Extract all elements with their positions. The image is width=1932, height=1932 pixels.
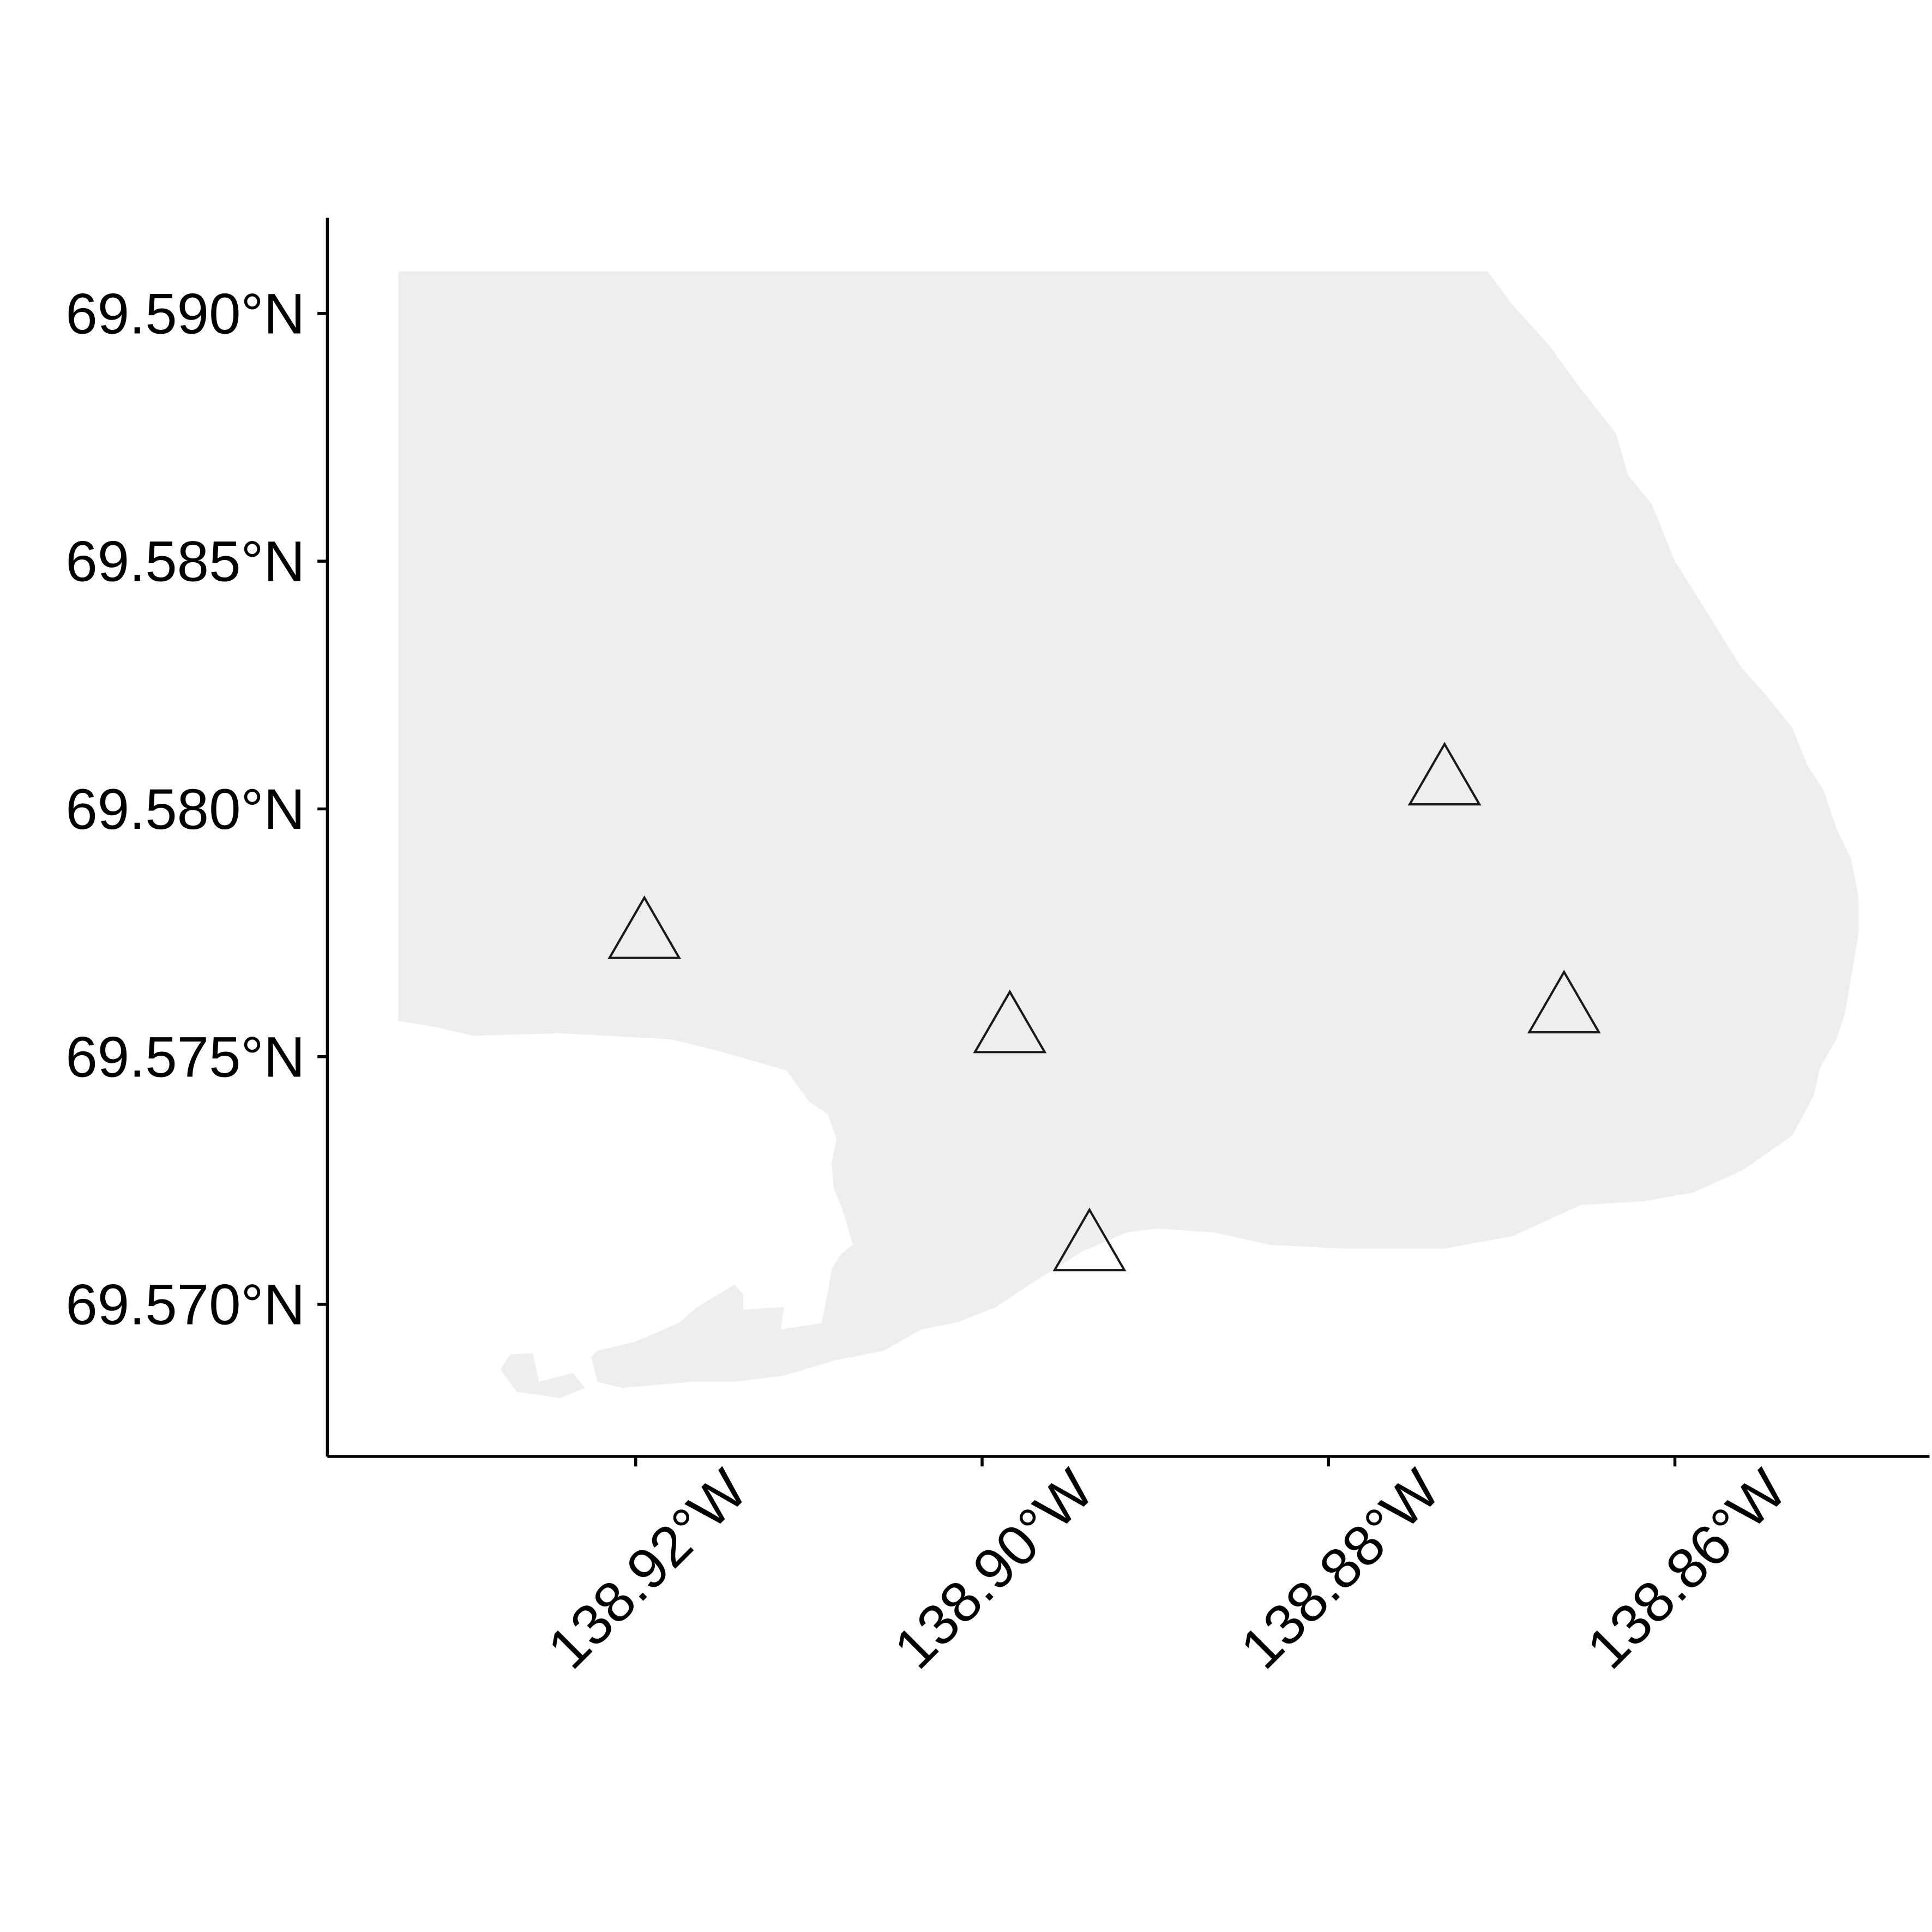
- site-marker: [1527, 970, 1601, 1034]
- x-tick-label: 138.92°W: [535, 1458, 759, 1681]
- site-marker: [973, 989, 1047, 1054]
- y-tick-label: 69.580°N: [65, 778, 305, 841]
- site-marker: [1407, 742, 1482, 806]
- site-marker: [1052, 1207, 1127, 1272]
- x-tick-label: 138.90°W: [882, 1458, 1106, 1681]
- x-tick-label: 138.86°W: [1575, 1458, 1798, 1681]
- site-marker: [607, 895, 682, 959]
- island: [500, 1353, 585, 1398]
- y-tick-label: 69.575°N: [65, 1025, 305, 1089]
- y-tick-label: 69.570°N: [65, 1273, 305, 1337]
- x-tick-label: 138.88°W: [1229, 1458, 1452, 1681]
- y-tick-label: 69.585°N: [65, 530, 305, 594]
- y-tick-label: 69.590°N: [65, 282, 305, 346]
- land: [398, 271, 1859, 1388]
